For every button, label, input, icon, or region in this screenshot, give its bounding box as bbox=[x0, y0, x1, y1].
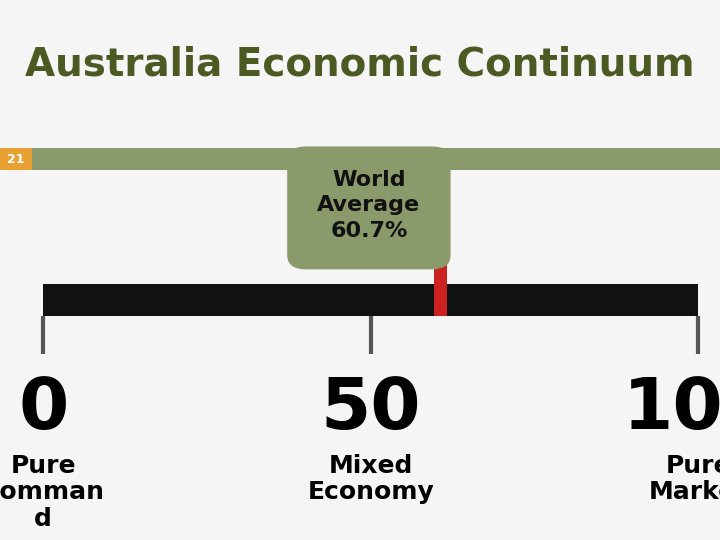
Text: 100: 100 bbox=[623, 375, 720, 444]
FancyBboxPatch shape bbox=[288, 147, 450, 269]
Text: 21: 21 bbox=[7, 153, 25, 166]
Text: Pure
Market: Pure Market bbox=[649, 454, 720, 504]
Polygon shape bbox=[376, 251, 437, 255]
Text: World
Average
60.7%: World Average 60.7% bbox=[318, 170, 420, 241]
FancyBboxPatch shape bbox=[434, 254, 447, 316]
FancyBboxPatch shape bbox=[43, 284, 698, 316]
FancyBboxPatch shape bbox=[0, 148, 720, 170]
Text: 50: 50 bbox=[320, 375, 421, 444]
Text: Australia Economic Continuum: Australia Economic Continuum bbox=[25, 46, 695, 84]
Text: 0: 0 bbox=[18, 375, 68, 444]
Text: Mixed
Economy: Mixed Economy bbox=[307, 454, 434, 504]
Text: Pure
Comman
d: Pure Comman d bbox=[0, 454, 104, 531]
FancyBboxPatch shape bbox=[0, 148, 32, 170]
